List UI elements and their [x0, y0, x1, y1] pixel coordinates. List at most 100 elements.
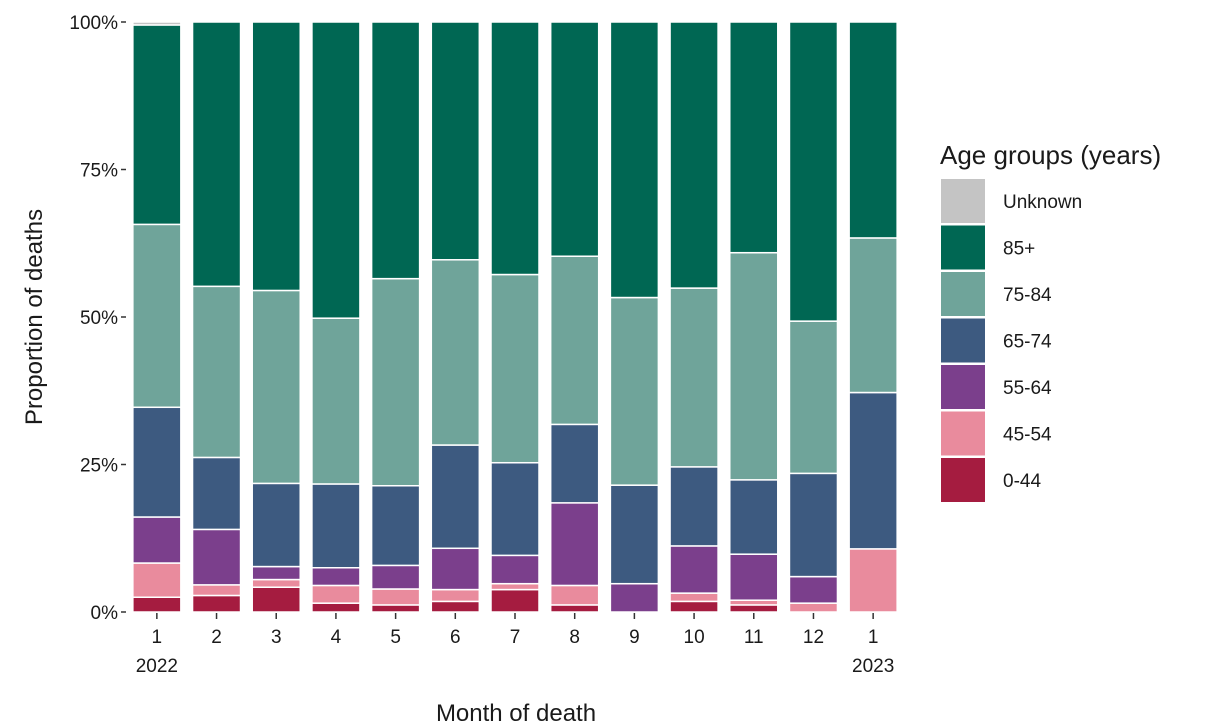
bar-segment [669, 592, 719, 603]
bar-segment [669, 600, 719, 613]
legend-label: 75-84 [1003, 285, 1052, 306]
y-axis-title: Proportion of deaths [21, 209, 48, 425]
bar-segment [311, 567, 361, 587]
legend-label: Unknown [1003, 192, 1082, 213]
bar-segment [788, 320, 839, 475]
legend-label: 55-64 [1003, 378, 1052, 399]
bar-segment [609, 484, 660, 585]
legend: Age groups (years) Unknown 85+ 75-84 65-74 5… [940, 140, 1161, 502]
bar-segment [549, 604, 600, 613]
legend-item: 65-74 [941, 318, 1052, 363]
bar-segment [370, 484, 421, 567]
bar-segment [370, 588, 421, 606]
bar-segment [251, 482, 301, 568]
bar-stack [669, 21, 719, 613]
bar-segment [669, 466, 719, 547]
bar-segment [430, 547, 481, 591]
x-tick-label: 8 [569, 627, 580, 648]
x-tick-label: 11 [744, 627, 764, 648]
x-tick-label: 2 [211, 627, 222, 648]
x-tick-sublabel: 2023 [852, 656, 894, 677]
bar-segment [490, 554, 540, 585]
bar-segment [848, 548, 898, 613]
bar-segment [549, 21, 600, 257]
bar-segment [788, 575, 839, 604]
legend-swatch [941, 318, 985, 363]
bar-stack [490, 21, 540, 613]
bar-segment [311, 483, 361, 569]
bar-segment [549, 255, 600, 426]
bar-segment [430, 600, 481, 613]
bar-segment [669, 21, 719, 289]
bar-segment [729, 479, 779, 555]
legend-item: Unknown [941, 179, 1082, 223]
x-axis-title: Month of death [436, 700, 596, 726]
bar-stack [132, 21, 182, 613]
y-tick-label: 75% [80, 161, 118, 182]
bar-segment [191, 584, 242, 597]
bar-stack [370, 21, 421, 613]
legend-swatch [941, 272, 985, 316]
bar-segment [609, 296, 660, 486]
bar-segment [609, 582, 660, 613]
bar-stack [788, 21, 839, 613]
bar-segment [251, 565, 301, 581]
legend-swatch [941, 365, 985, 409]
legend-items: Unknown 85+ 75-84 65-74 55-64 45-54 0-44 [941, 179, 1082, 502]
y-tick-label: 0% [91, 603, 119, 624]
bar-segment [490, 588, 540, 613]
legend-item: 45-54 [941, 411, 1052, 456]
x-tick-label: 9 [629, 627, 640, 648]
bar-segment [848, 21, 898, 239]
bar-segment [251, 21, 301, 292]
bar-segment [370, 564, 421, 590]
legend-item: 75-84 [941, 272, 1052, 316]
bar-segment [191, 528, 242, 586]
bar-stack [191, 21, 242, 613]
x-tick-label: 5 [390, 627, 401, 648]
x-axis: 1 2022 2 3 4 5 6 7 8 9 10 11 12 1 2023 [136, 613, 894, 677]
bar-segment [370, 604, 421, 613]
x-tick-label: 1 [152, 627, 163, 648]
bar-segment [370, 21, 421, 280]
bar-segment [311, 317, 361, 485]
bar-segment [729, 604, 779, 613]
legend-swatch [941, 458, 985, 502]
bar-segment [788, 21, 839, 322]
bar-stack [549, 21, 600, 613]
bar-segment [132, 223, 182, 409]
bar-segment [191, 21, 242, 288]
bar-stack [729, 21, 779, 613]
bar-segment [490, 273, 540, 464]
bar-stack [251, 21, 301, 613]
bar-segment [490, 21, 540, 276]
y-axis: 0% 25% 50% 75% 100% [69, 13, 126, 624]
bar-segment [609, 21, 660, 299]
bar-segment [251, 578, 301, 588]
x-tick-label: 6 [450, 627, 461, 648]
legend-swatch [941, 179, 985, 223]
y-tick-label: 25% [80, 456, 118, 477]
bar-segment [132, 596, 182, 613]
bar-stack [848, 21, 898, 613]
bar-stack [311, 21, 361, 613]
x-tick-sublabel: 2022 [136, 656, 178, 677]
bar-segment [490, 461, 540, 557]
bar-segment [549, 423, 600, 504]
bar-segment [729, 21, 779, 254]
y-tick-label: 50% [80, 308, 118, 329]
legend-item: 0-44 [941, 458, 1041, 502]
bar-segment [132, 516, 182, 564]
x-tick-label: 3 [271, 627, 282, 648]
legend-label: 65-74 [1003, 332, 1052, 353]
bar-segment [132, 21, 182, 26]
bar-segment [311, 584, 361, 604]
legend-swatch [941, 411, 985, 456]
bar-segment [549, 584, 600, 606]
bar-segment [788, 472, 839, 578]
x-tick-label: 4 [331, 627, 342, 648]
bar-segment [669, 287, 719, 468]
bar-segment [430, 588, 481, 603]
